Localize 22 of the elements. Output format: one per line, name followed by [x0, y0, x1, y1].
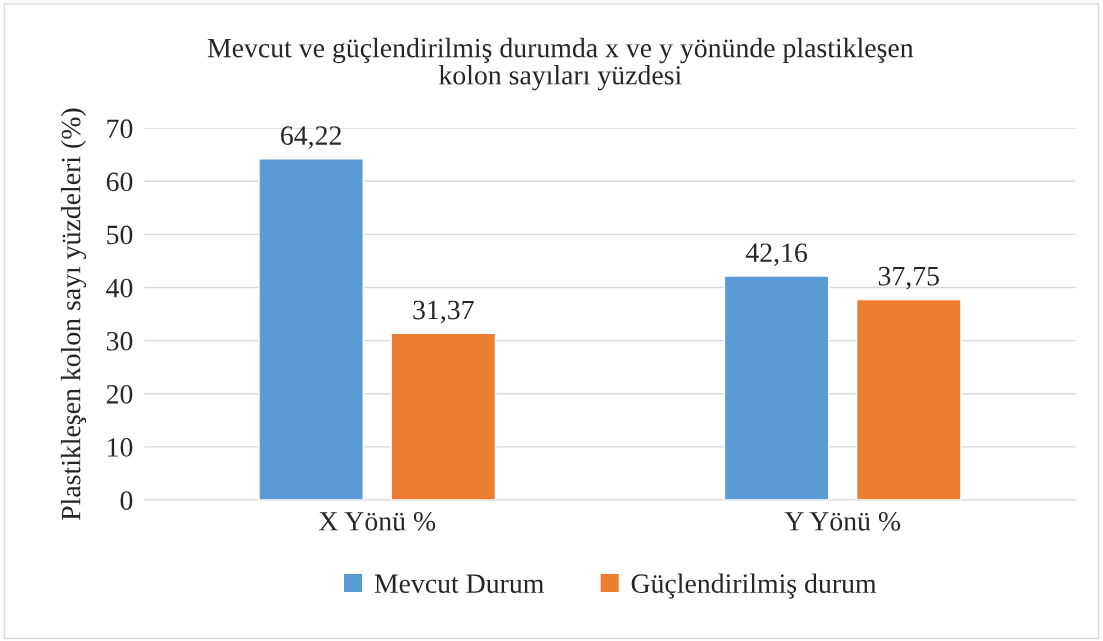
bar [723, 275, 830, 500]
bar [855, 298, 962, 500]
x-tick-label: Y Yönü % [784, 511, 901, 531]
data-label: 64,22 [281, 126, 341, 149]
data-label: 37,75 [878, 266, 939, 290]
legend-label: Mevcut Durum [374, 574, 544, 594]
bar [390, 332, 497, 500]
x-tick-label: X Yönü % [318, 511, 436, 531]
y-tick-label: 60 [106, 172, 133, 192]
y-tick-label: 10 [108, 438, 133, 457]
y-tick-label: 30 [106, 331, 133, 351]
data-label: 42,16 [745, 243, 808, 267]
y-axis-title: Plastikleşen kolon sayı yüzdeleri (%) [60, 108, 87, 521]
y-tick-label: 70 [107, 119, 133, 139]
y-tick-label: 0 [120, 491, 133, 510]
y-tick-label: 20 [106, 384, 133, 404]
y-tick-label: 40 [106, 278, 133, 298]
legend-label: Güçlendirilmiş durum [631, 573, 877, 599]
y-tick-label: 50 [107, 225, 133, 245]
chart-title: Mevcut ve güçlendirilmiş durumda x ve y yönünde plastikleşen kolon sayıları yüzdesi [207, 37, 914, 91]
bar [258, 158, 364, 500]
data-label: 31,37 [413, 300, 474, 324]
